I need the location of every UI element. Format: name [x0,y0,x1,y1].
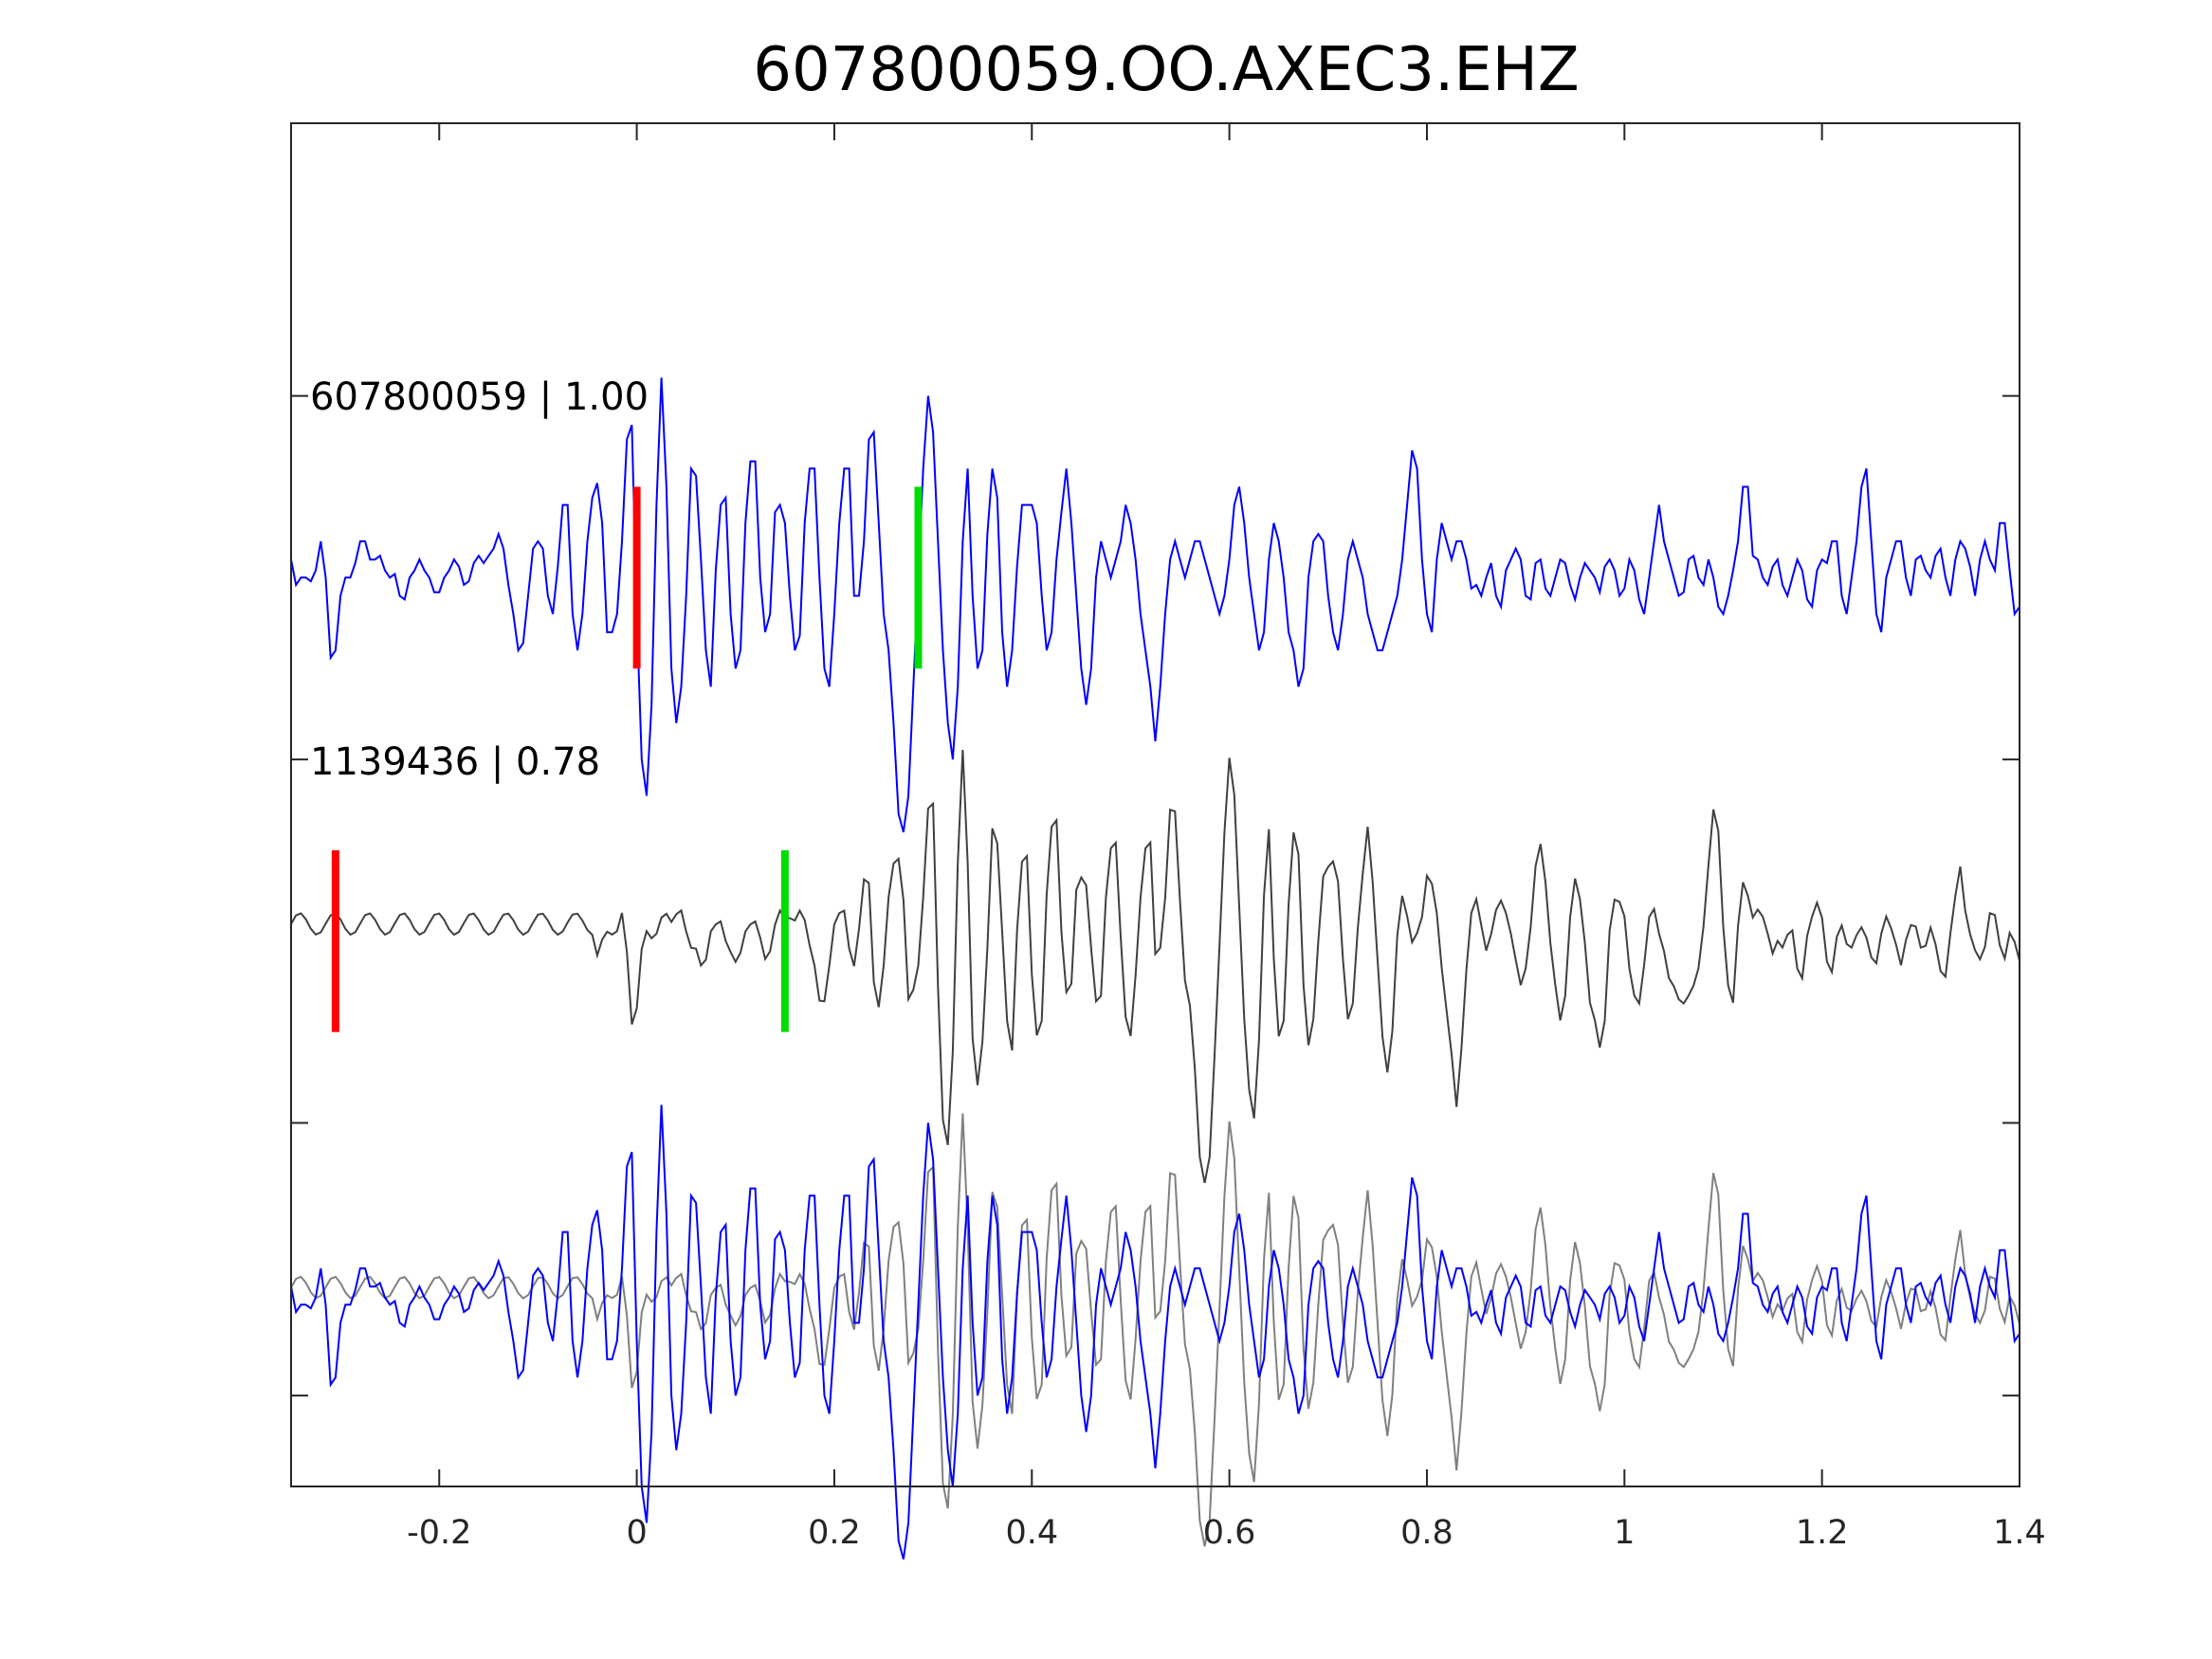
x-tick-label-6: 1 [1614,1514,1635,1552]
x-tick-label-5: 0.8 [1400,1514,1453,1552]
x-axis: -0.2 0 0.2 0.4 0.6 0.8 1 1.2 1.4 [407,123,2046,1552]
y-axis [291,394,2020,1397]
plot-area [290,377,2020,1559]
x-tick-label-3: 0.4 [1005,1514,1058,1552]
chart-title: 607800059.OO.AXEC3.EHZ [753,35,1580,105]
x-tick-label-2: 0.2 [808,1514,861,1552]
x-tick-label-1: 0 [626,1514,647,1552]
trace-607800059-line [290,377,2020,833]
trace-1139436-line [290,749,2020,1183]
overlay-607800059-line [290,1104,2020,1559]
trace-label-1139436: 1139436 | 0.78 [310,740,600,784]
x-tick-label-8: 1.4 [1993,1514,2046,1552]
x-tick-label-0: -0.2 [407,1514,471,1552]
x-tick-label-4: 0.6 [1203,1514,1256,1552]
trace-label-607800059: 607800059 | 1.00 [310,375,649,419]
overlay-1139436-line [290,1113,2020,1547]
axes-frame [290,122,2020,1487]
x-tick-label-7: 1.2 [1796,1514,1849,1552]
